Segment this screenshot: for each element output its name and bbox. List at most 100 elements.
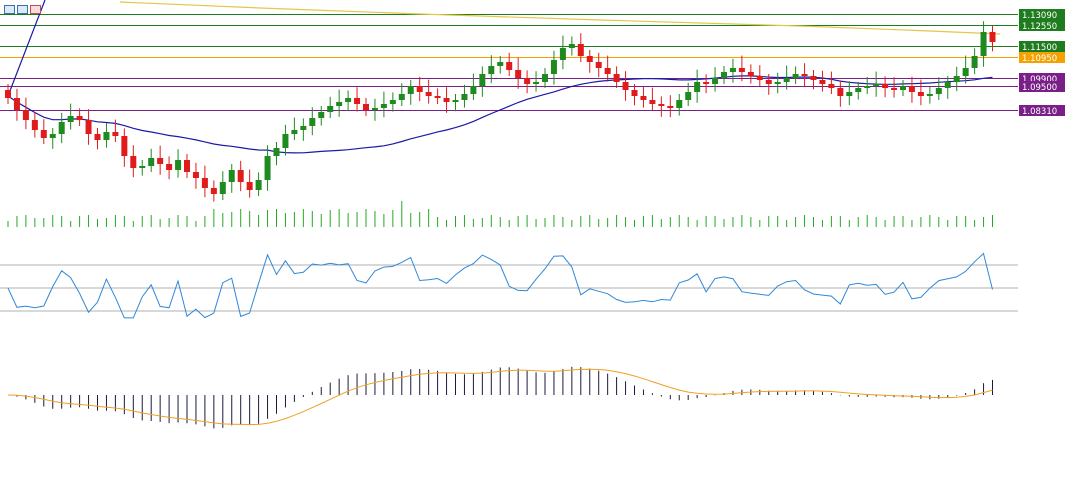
candle-body (873, 84, 880, 86)
candle (792, 66, 799, 84)
price-tag-background (1019, 105, 1065, 116)
candle-body (416, 86, 423, 92)
toolbar-icon-2[interactable] (17, 5, 28, 14)
candle-body (452, 100, 459, 102)
candle-body (819, 80, 826, 84)
candle (810, 70, 817, 90)
price-tag-label: 1.11500 (1022, 43, 1057, 53)
candle-body (273, 148, 280, 156)
price-tag: 1.09900 (1019, 73, 1065, 85)
candle (76, 108, 83, 126)
candle (774, 72, 781, 94)
candle-body (336, 102, 343, 106)
candle (443, 87, 450, 113)
candle (479, 66, 486, 97)
price-tag-label: 1.12550 (1022, 22, 1057, 32)
candle-body (166, 164, 173, 170)
candle-body (380, 104, 387, 108)
candle (900, 80, 906, 96)
candle (864, 76, 871, 94)
candle (935, 77, 942, 100)
candle-body (864, 86, 871, 88)
candle (891, 77, 898, 98)
candle (407, 80, 414, 105)
candle-body (712, 78, 719, 84)
candle-body (121, 136, 128, 156)
candle-body (721, 72, 727, 78)
candle (85, 109, 92, 145)
price-tag-background (1019, 73, 1065, 84)
candle-body (837, 88, 844, 96)
candle (658, 96, 665, 117)
candle-body (443, 98, 450, 102)
candle-body (980, 32, 987, 56)
candle (586, 50, 593, 73)
candle (219, 171, 226, 200)
candle (416, 76, 423, 102)
candle (819, 70, 826, 92)
candle-body (559, 48, 566, 60)
candle-body (354, 98, 361, 104)
candle-body (488, 66, 495, 74)
candle (31, 112, 38, 138)
candle-body (703, 82, 710, 84)
candle (622, 71, 629, 101)
candle (192, 162, 199, 189)
candle (363, 98, 369, 116)
candle-body (139, 166, 146, 168)
candle (667, 95, 674, 118)
price-tag-background (1019, 41, 1065, 52)
candle (568, 36, 575, 56)
candle-body (497, 62, 504, 66)
candle-body (631, 90, 638, 96)
candle-body (219, 182, 226, 194)
candle (398, 83, 405, 106)
candle-body (13, 98, 20, 110)
candle-body (192, 172, 199, 178)
candle (882, 76, 889, 98)
candle (49, 128, 56, 149)
candle-body (210, 188, 217, 194)
candle-body (676, 100, 683, 108)
candle-body (882, 84, 889, 88)
candle (157, 145, 164, 175)
candle-body (568, 44, 575, 48)
candle (103, 122, 110, 148)
candle-body (318, 112, 325, 118)
toolbar-icon-3[interactable] (30, 5, 41, 14)
candle-body (944, 82, 951, 88)
candle (828, 71, 835, 94)
candle (550, 50, 557, 85)
candle-body (389, 100, 396, 104)
candle (738, 55, 745, 82)
macd-panel (7, 366, 993, 429)
candlesticks (5, 21, 996, 202)
candle-body (685, 92, 692, 100)
candle-body (40, 130, 47, 138)
toolbar-icon-1[interactable] (4, 5, 15, 14)
candle-body (667, 106, 674, 108)
candle (640, 86, 647, 108)
candle-body (989, 32, 996, 42)
candle-body (49, 134, 56, 138)
candle-body (264, 156, 271, 180)
candle-body (962, 68, 969, 76)
candle-body (461, 94, 468, 100)
candle (389, 92, 396, 112)
candle (497, 56, 504, 74)
candle (649, 87, 656, 110)
candle (533, 71, 540, 92)
candle-body (479, 74, 486, 86)
candle (729, 58, 736, 83)
candle-body (577, 44, 584, 56)
candle-body (309, 118, 316, 126)
candle (756, 65, 763, 86)
candle-body (184, 160, 190, 172)
candle (953, 66, 960, 92)
price-tag: 1.08310 (1019, 105, 1065, 117)
candle-body (542, 74, 548, 82)
candle (22, 97, 29, 130)
candle-body (908, 86, 915, 92)
candle (747, 64, 754, 84)
